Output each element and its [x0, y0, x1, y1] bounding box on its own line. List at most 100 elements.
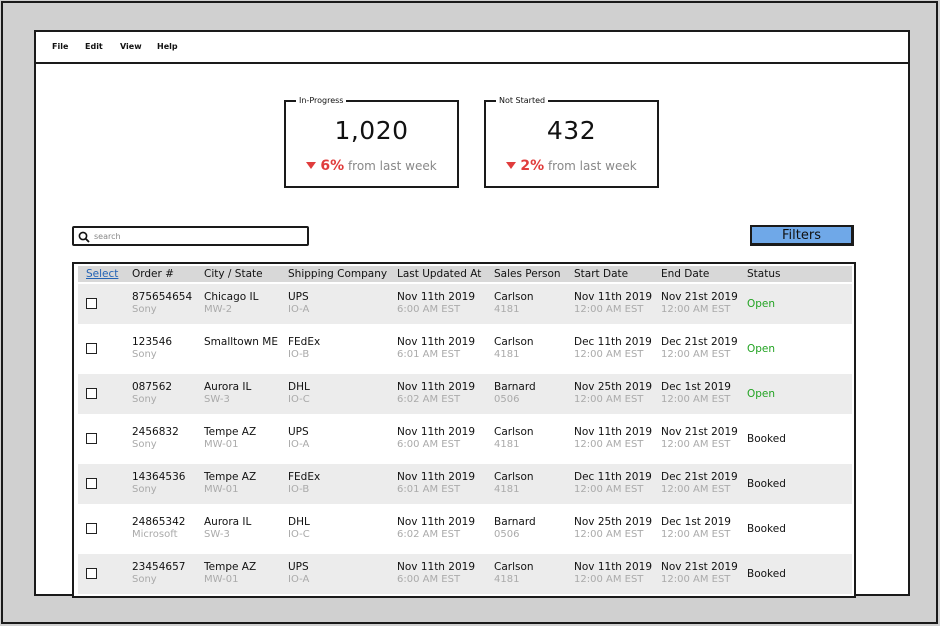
last-updated-cell: Nov 11th 2019	[397, 381, 476, 393]
last-updated-subtext: 6:01 AM EST	[397, 349, 461, 360]
stat-change: 6% from last week	[286, 158, 457, 174]
table-row[interactable]: 087562 Sony Aurora IL SW-3 DHL IO-C Nov 11th 2…	[78, 374, 852, 414]
row-select-checkbox[interactable]	[86, 343, 97, 354]
column-header-shipping: Shipping Company	[288, 268, 388, 280]
row-select-checkbox[interactable]	[86, 568, 97, 579]
stat-change-text: from last week	[347, 159, 437, 173]
sales-person-subtext: 4181	[494, 439, 520, 450]
table-row[interactable]: 14364536 Sony Tempe AZ MW-01 FEdEx IO-B Nov 11…	[78, 464, 852, 504]
order-number-cell: 123546	[132, 336, 173, 348]
stat-change-percent: 2%	[520, 158, 545, 174]
table-row[interactable]: 123546 Sony Smalltown ME FEdEx IO-B Nov 11th …	[78, 329, 852, 369]
shipping-company-cell: FEdEx	[288, 336, 321, 348]
end-date-cell: Nov 21st 2019	[661, 561, 738, 573]
stat-change: 2% from last week	[486, 158, 657, 174]
order-number-cell: 23454657	[132, 561, 186, 573]
column-header-end-date: End Date	[661, 268, 710, 280]
row-select-checkbox[interactable]	[86, 388, 97, 399]
start-date-subtext: 12:00 AM EST	[574, 439, 644, 450]
status-cell: Booked	[747, 523, 786, 535]
order-number-cell: 875654654	[132, 291, 193, 303]
in-progress-card: In-Progress 1,020 6% from last week	[284, 96, 459, 188]
order-number-subtext: Sony	[132, 484, 157, 495]
start-date-cell: Dec 11th 2019	[574, 471, 652, 483]
order-number-subtext: Microsoft	[132, 529, 178, 540]
start-date-subtext: 12:00 AM EST	[574, 574, 644, 585]
sales-person-cell: Carlson	[494, 336, 534, 348]
row-select-checkbox[interactable]	[86, 298, 97, 309]
sales-person-subtext: 4181	[494, 349, 520, 360]
app-window: File Edit View Help In-Progress 1,020 6%…	[34, 30, 910, 598]
shipping-company-cell: FEdEx	[288, 471, 321, 483]
start-date-cell: Dec 11th 2019	[574, 336, 652, 348]
filters-button[interactable]: Filters	[750, 225, 854, 246]
status-cell: Booked	[747, 568, 786, 580]
column-header-city: City / State	[204, 268, 263, 280]
end-date-cell: Nov 21st 2019	[661, 426, 738, 438]
table-row[interactable]: 875654654 Sony Chicago IL MW-2 UPS IO-A Nov 11…	[78, 284, 852, 324]
menu-edit[interactable]: Edit	[85, 42, 103, 51]
city-state-cell: Aurora IL	[204, 516, 252, 528]
table-row[interactable]: 23454657 Sony Tempe AZ MW-01 UPS IO-A Nov 11th…	[78, 554, 852, 594]
stat-value: 1,020	[334, 116, 409, 145]
city-state-subtext: MW-01	[204, 574, 239, 585]
column-header-status: Status	[747, 268, 781, 280]
order-number-subtext: Sony	[132, 439, 157, 450]
sales-person-subtext: 0506	[494, 394, 520, 405]
last-updated-cell: Nov 11th 2019	[397, 516, 476, 528]
row-select-checkbox[interactable]	[86, 478, 97, 489]
order-number-subtext: Sony	[132, 394, 157, 405]
last-updated-subtext: 6:02 AM EST	[397, 394, 461, 405]
stat-change-percent: 6%	[320, 158, 345, 174]
end-date-subtext: 12:00 AM EST	[661, 529, 731, 540]
shipping-company-subtext: IO-B	[288, 484, 310, 495]
row-select-checkbox[interactable]	[86, 523, 97, 534]
menu-help[interactable]: Help	[157, 42, 178, 51]
city-state-subtext: MW-01	[204, 439, 239, 450]
shipping-company-subtext: IO-A	[288, 439, 310, 450]
last-updated-subtext: 6:00 AM EST	[397, 574, 461, 585]
status-cell: Open	[747, 298, 776, 310]
end-date-subtext: 12:00 AM EST	[661, 574, 731, 585]
sales-person-subtext: 4181	[494, 304, 520, 315]
stat-change-text: from last week	[547, 159, 637, 173]
city-state-subtext: SW-3	[204, 394, 230, 405]
sales-person-subtext: 4181	[494, 574, 520, 585]
shipping-company-cell: UPS	[288, 561, 309, 573]
column-header-sales-person: Sales Person	[494, 268, 561, 280]
last-updated-subtext: 6:02 AM EST	[397, 529, 461, 540]
city-state-cell: Tempe AZ	[204, 426, 257, 438]
menu-view[interactable]: View	[120, 42, 142, 51]
table-row[interactable]: 24865342 Microsoft Aurora IL SW-3 DHL IO-C Nov…	[78, 509, 852, 549]
search-box[interactable]	[72, 226, 309, 246]
down-arrow-icon	[506, 162, 517, 169]
search-icon	[78, 231, 90, 243]
start-date-subtext: 12:00 AM EST	[574, 349, 644, 360]
city-state-cell: Tempe AZ	[204, 471, 257, 483]
end-date-cell: Nov 21st 2019	[661, 291, 738, 303]
menu-file[interactable]: File	[52, 42, 69, 51]
end-date-cell: Dec 1st 2019	[661, 516, 731, 528]
table-row[interactable]: 2456832 Sony Tempe AZ MW-01 UPS IO-A Nov 11th …	[78, 419, 852, 459]
city-state-subtext: MW-2	[204, 304, 233, 315]
order-number-cell: 14364536	[132, 471, 186, 483]
stat-label: In-Progress	[296, 96, 347, 106]
stat-label: Not Started	[496, 96, 549, 106]
end-date-subtext: 12:00 AM EST	[661, 304, 731, 315]
status-cell: Booked	[747, 433, 786, 445]
sales-person-cell: Carlson	[494, 426, 534, 438]
shipping-company-subtext: IO-B	[288, 349, 310, 360]
end-date-subtext: 12:00 AM EST	[661, 349, 731, 360]
last-updated-cell: Nov 11th 2019	[397, 291, 476, 303]
sales-person-subtext: 0506	[494, 529, 520, 540]
search-input[interactable]	[94, 229, 304, 243]
select-column-header[interactable]: Select	[86, 268, 119, 280]
order-number-cell: 24865342	[132, 516, 186, 528]
start-date-subtext: 12:00 AM EST	[574, 529, 644, 540]
start-date-cell: Nov 11th 2019	[574, 561, 653, 573]
row-select-checkbox[interactable]	[86, 433, 97, 444]
last-updated-subtext: 6:00 AM EST	[397, 304, 461, 315]
column-header-order: Order #	[132, 268, 174, 280]
order-number-cell: 2456832	[132, 426, 179, 438]
start-date-cell: Nov 25th 2019	[574, 516, 653, 528]
